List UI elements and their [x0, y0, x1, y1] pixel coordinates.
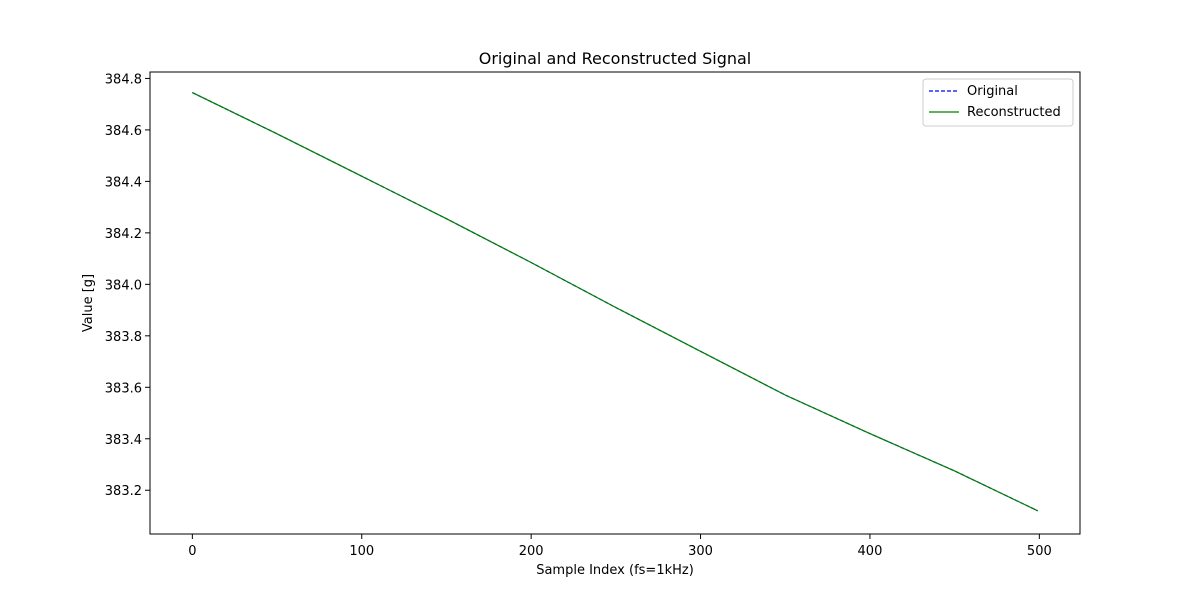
- y-tick-label: 383.8: [105, 330, 142, 345]
- y-tick-label: 383.2: [105, 484, 142, 499]
- x-axis: 0 100 200 300 400 500: [188, 534, 1052, 559]
- y-tick-label: 384.2: [105, 227, 142, 242]
- series-layer: [192, 92, 1038, 512]
- plot-frame: [149, 71, 1081, 535]
- x-tick-label: 300: [688, 544, 713, 559]
- legend-label-original: Original: [967, 84, 1018, 99]
- y-tick-label: 384.6: [105, 124, 142, 139]
- legend: Original Reconstructed: [922, 78, 1074, 127]
- y-tick-label: 384.8: [105, 72, 142, 87]
- x-tick-label: 500: [1027, 544, 1052, 559]
- y-axis-label: Value [g]: [81, 274, 96, 332]
- y-tick-label: 383.6: [105, 381, 142, 396]
- y-tick-label: 383.4: [105, 433, 142, 448]
- x-tick-label: 100: [349, 544, 374, 559]
- x-tick-label: 400: [858, 544, 883, 559]
- legend-box: [922, 78, 1074, 127]
- y-tick-label: 384.0: [105, 278, 142, 293]
- chart-title: Original and Reconstructed Signal: [479, 49, 751, 68]
- y-tick-label: 384.4: [105, 175, 142, 190]
- x-axis-label: Sample Index (fs=1kHz): [536, 563, 694, 578]
- y-axis: 383.2 383.4 383.6 383.8 384.0 384.2 384.4 384.6…: [105, 72, 150, 499]
- x-tick-label: 200: [519, 544, 544, 559]
- legend-label-reconstructed: Reconstructed: [967, 105, 1061, 120]
- x-tick-label: 0: [188, 544, 196, 559]
